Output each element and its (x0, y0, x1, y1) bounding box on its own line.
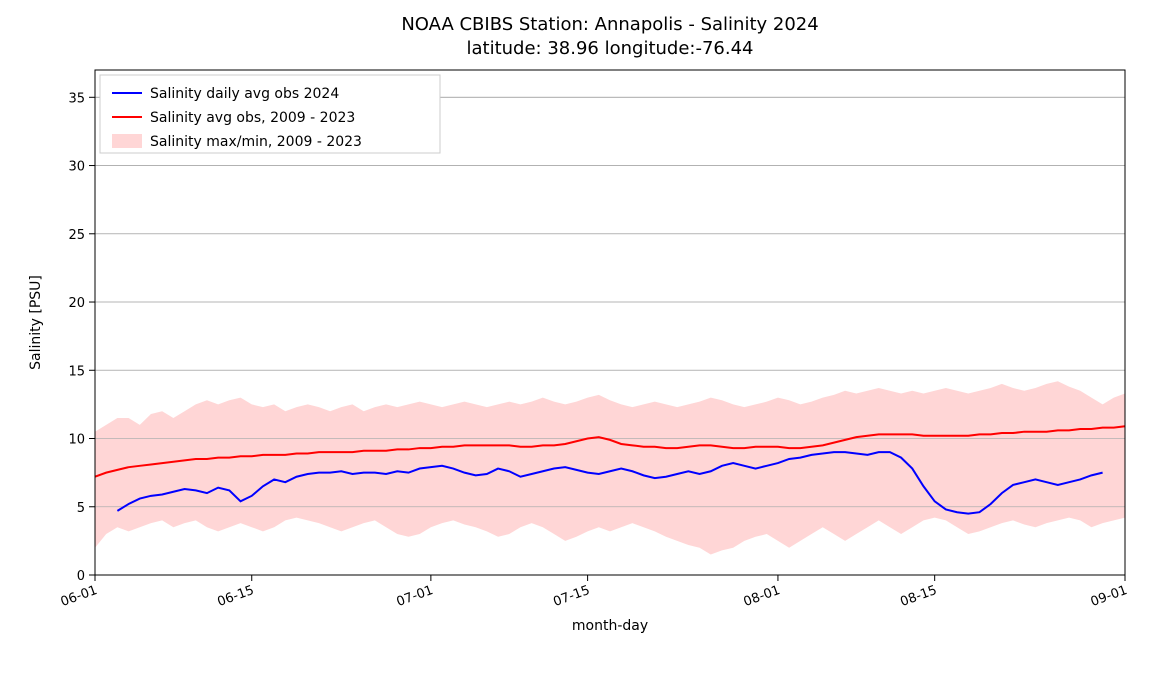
y-tick-label: 5 (77, 501, 85, 516)
y-tick-label: 25 (68, 228, 85, 243)
x-axis-label: month-day (572, 618, 648, 634)
y-tick-label: 30 (68, 160, 85, 175)
chart-title-line1: NOAA CBIBS Station: Annapolis - Salinity… (401, 14, 818, 35)
y-tick-label: 35 (68, 91, 85, 106)
salinity-chart: 0510152025303506-0106-1507-0107-1508-010… (0, 0, 1170, 675)
legend-label: Salinity max/min, 2009 - 2023 (150, 134, 362, 150)
y-tick-label: 10 (68, 433, 85, 448)
legend-swatch (112, 134, 142, 148)
y-axis-label: Salinity [PSU] (28, 275, 44, 370)
y-tick-label: 15 (68, 364, 85, 379)
legend-label: Salinity avg obs, 2009 - 2023 (150, 110, 355, 126)
legend-label: Salinity daily avg obs 2024 (150, 86, 339, 102)
chart-svg: 0510152025303506-0106-1507-0107-1508-010… (0, 0, 1170, 675)
chart-title-line2: latitude: 38.96 longitude:-76.44 (467, 38, 754, 59)
y-tick-label: 20 (68, 296, 85, 311)
y-tick-label: 0 (77, 569, 85, 584)
